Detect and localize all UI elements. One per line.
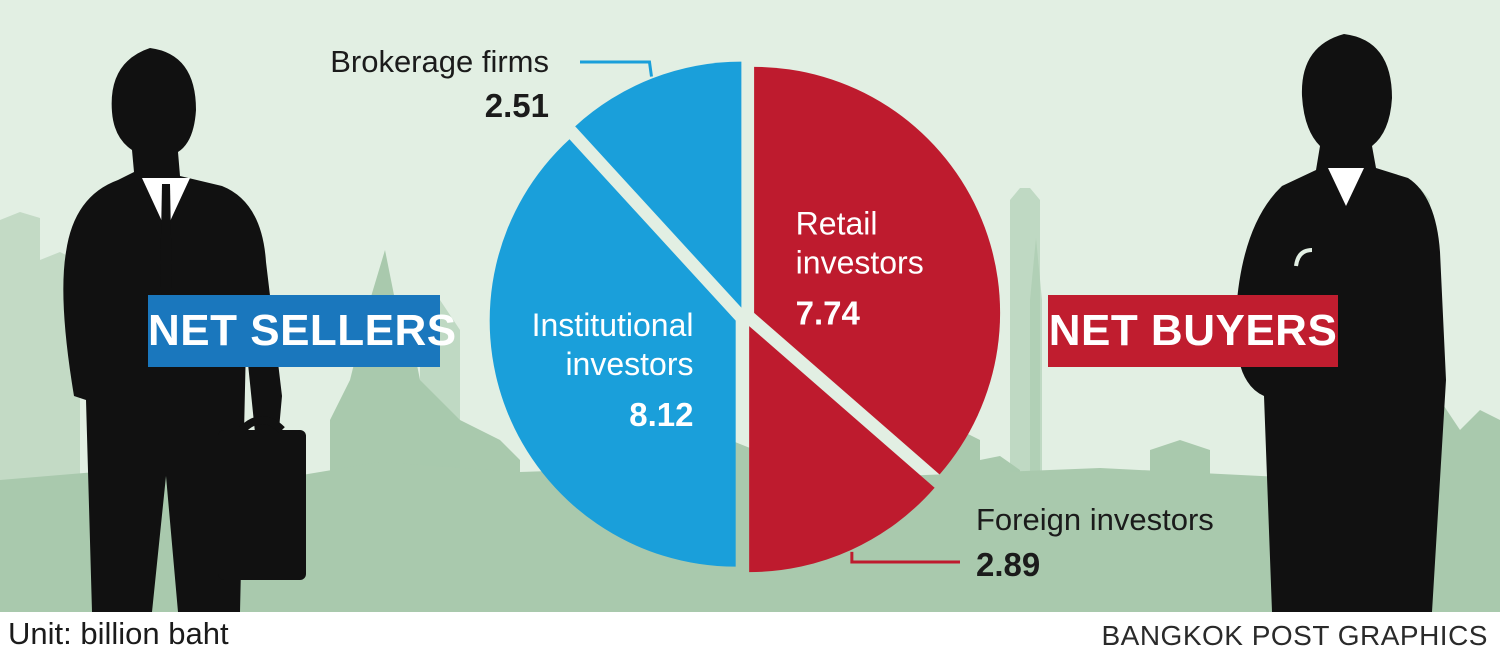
leader-line-foreign-investors [850, 551, 960, 564]
slice-label-retail-investors: Retail [796, 205, 878, 241]
source-credit: BANGKOK POST GRAPHICS [1101, 620, 1488, 651]
unit-note: Unit: billion baht [8, 616, 229, 651]
footer-bar [0, 612, 1500, 661]
net-buyers-badge: NET BUYERS [1048, 295, 1338, 367]
pie-slice-foreign-investors [749, 326, 935, 573]
pie-slice-brokerage-firms [575, 61, 742, 308]
callout-value-foreign-investors: 2.89 [976, 546, 1040, 583]
callout-value-brokerage-firms: 2.51 [485, 87, 549, 124]
slice-value-retail-investors: 7.74 [796, 294, 861, 331]
leader-line-brokerage-firms [580, 60, 653, 77]
callout-label-brokerage-firms: Brokerage firms [330, 44, 549, 79]
callout-leaders [580, 60, 960, 564]
net-buyer-silhouette [1235, 34, 1446, 612]
slice-label-institutional-investors: investors [565, 346, 693, 382]
pie-chart [489, 61, 1001, 573]
callout-label-foreign-investors: Foreign investors [976, 502, 1214, 537]
slice-label-retail-investors: investors [796, 244, 924, 280]
slice-label-institutional-investors: Institutional [532, 307, 694, 343]
pie-slice-institutional-investors [489, 139, 736, 567]
pie-slice-retail-investors [754, 66, 1001, 475]
net-sellers-badge: NET SELLERS [148, 295, 456, 367]
slice-value-institutional-investors: 8.12 [629, 396, 693, 433]
